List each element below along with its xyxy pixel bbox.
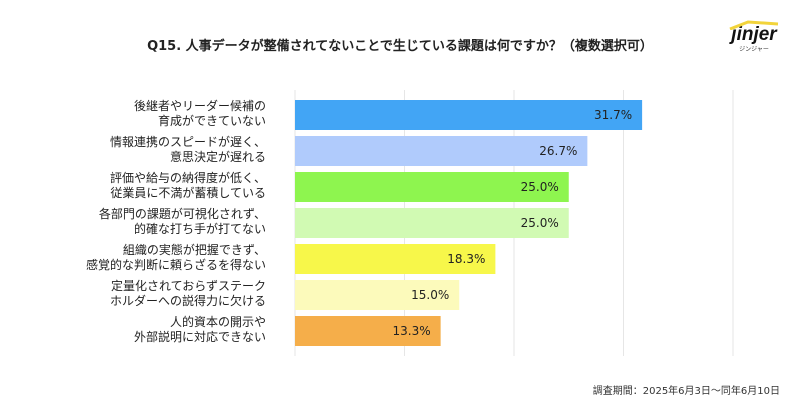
jinjer-logo: jinjer ジンジャー [722,20,786,53]
survey-period: 調査期間：2025年6月3日〜同年6月10日 [592,386,780,397]
value-label: 18.3% [447,252,485,266]
category-label: 組織の実態が把握できず、 [123,242,266,257]
category-label: 後継者やリーダー候補の [134,98,266,113]
logo-sub: ジンジャー [739,46,769,53]
bar [295,136,588,166]
value-label: 25.0% [521,216,559,230]
bar [295,208,569,238]
category-label: 定量化されておらずステーク [111,278,266,293]
bar [295,316,441,346]
category-label: 意思決定が遅れる [170,149,266,164]
category-label: 感覚的な判断に頼らざるを得ない [86,257,266,272]
category-label: 外部説明に対応できない [134,329,266,344]
value-label: 31.7% [594,108,632,122]
roof-icon [729,20,779,30]
bar [295,172,569,202]
category-label: ホルダーへの説得力に欠ける [110,293,266,308]
category-label: 各部門の課題が可視化されず、 [99,206,266,221]
chart-title: Q15. 人事データが整備されてないことで生じている課題は何ですか？（複数選択可… [147,39,653,54]
category-label: 情報連携のスピードが遅く、 [110,134,266,149]
bar [295,100,643,130]
category-label: 従業員に不満が蓄積している [110,185,266,200]
bar [295,280,460,310]
value-label: 26.7% [539,144,577,158]
bar [295,244,496,274]
category-label: 的確な打ち手が打てない [134,221,266,236]
value-label: 25.0% [521,180,559,194]
logo-word: jinjer [731,24,777,45]
value-label: 13.3% [393,324,431,338]
category-label: 育成ができていない [158,113,266,128]
category-label: 評価や給与の納得度が低く、 [110,170,266,185]
value-label: 15.0% [411,288,449,302]
category-label: 人的資本の開示や [170,314,266,329]
